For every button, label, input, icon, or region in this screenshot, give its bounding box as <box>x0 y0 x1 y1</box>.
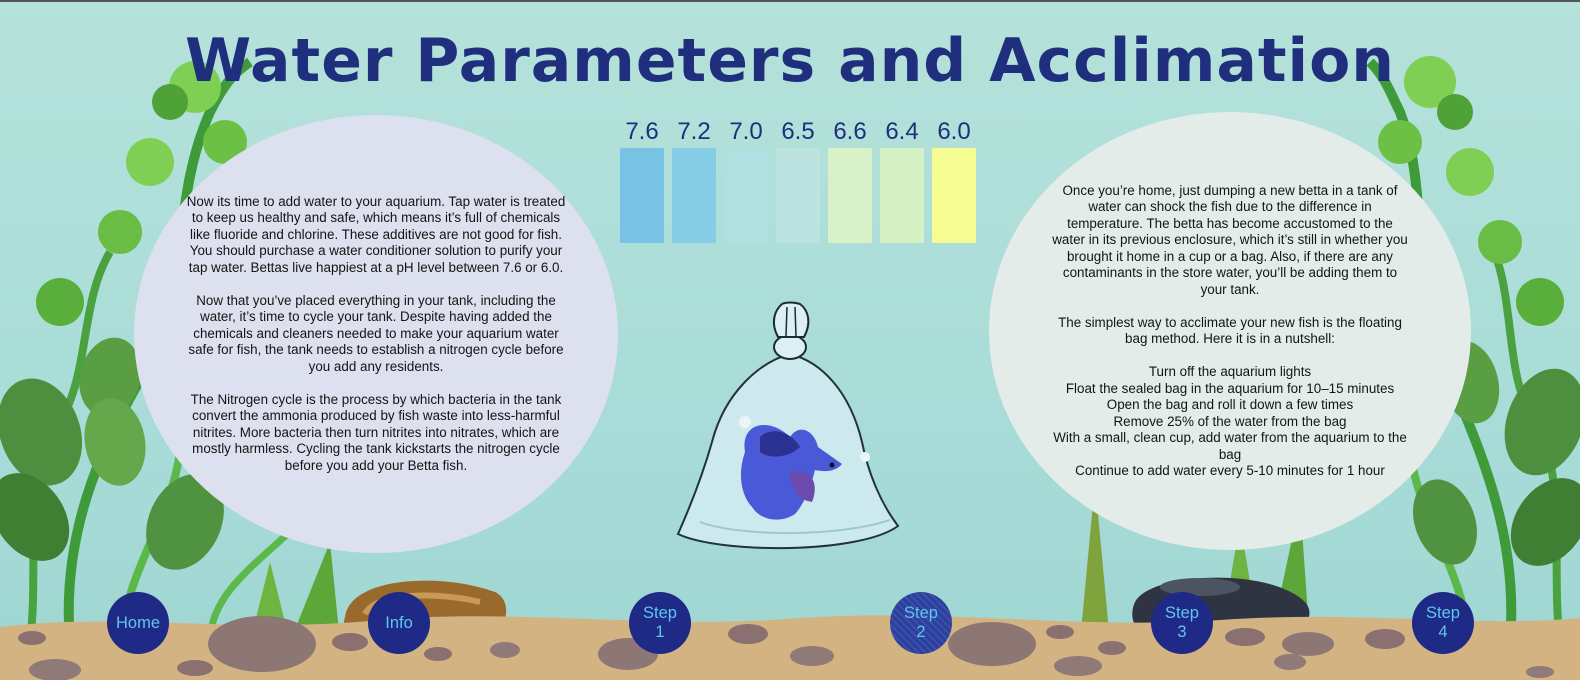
step-4-button[interactable]: Step 4 <box>1412 592 1474 654</box>
step-2-label: Step <box>904 604 938 622</box>
ph-value: 6.4 <box>885 118 919 145</box>
gravel-floor <box>0 615 1580 680</box>
ph-item: 6.4 <box>880 117 924 243</box>
page-title: Water Parameters and Acclimation <box>184 26 1396 96</box>
ph-color-swatch <box>672 148 716 243</box>
ph-item: 6.6 <box>828 117 872 243</box>
water-paragraph-1: Now its time to add water to your aquari… <box>186 193 566 275</box>
water-info-text: Now its time to add water to your aquari… <box>186 194 566 475</box>
step-2-number: 2 <box>916 623 926 641</box>
ph-color-swatch <box>828 148 872 243</box>
ph-item: 6.0 <box>932 117 976 243</box>
ph-value: 6.5 <box>781 118 815 145</box>
ph-item: 7.0 <box>724 117 768 243</box>
info-button-label: Info <box>385 613 413 632</box>
ph-item: 6.5 <box>776 117 820 243</box>
ph-value: 6.6 <box>833 118 867 145</box>
water-info-bubble: Now its time to add water to your aquari… <box>134 115 618 553</box>
acclimation-step: Open the bag and roll it down a few time… <box>1106 397 1354 412</box>
ph-value: 7.2 <box>677 118 711 145</box>
acclimation-step: Turn off the aquarium lights <box>1148 364 1312 379</box>
home-button[interactable]: Home <box>107 592 169 654</box>
step-3-number: 3 <box>1177 623 1187 641</box>
water-paragraph-2: Now that you’ve placed everything in you… <box>188 292 564 374</box>
ph-scale: 7.6 7.2 7.0 6.5 6.6 6.4 6.0 <box>620 117 982 243</box>
ph-color-swatch <box>620 148 664 243</box>
info-button[interactable]: Info <box>368 592 430 654</box>
ph-color-swatch <box>880 148 924 243</box>
acclimation-paragraph-1: Once you’re home, just dumping a new bet… <box>1052 182 1408 297</box>
acclimation-step: Float the sealed bag in the aquarium for… <box>1065 380 1395 396</box>
acclimation-step: Continue to add water every 5-10 minutes… <box>1075 463 1385 478</box>
acclimation-steps: Turn off the aquarium lights Float the s… <box>1049 364 1411 480</box>
step-3-button[interactable]: Step 3 <box>1151 592 1213 654</box>
ph-color-swatch <box>776 148 820 243</box>
ph-value: 6.0 <box>937 118 971 145</box>
ph-item: 7.2 <box>672 117 716 243</box>
ph-value: 7.0 <box>729 118 763 145</box>
step-2-button[interactable]: Step 2 <box>890 592 952 654</box>
ph-item: 7.6 <box>620 117 664 243</box>
acclimation-bubble: Once you’re home, just dumping a new bet… <box>989 112 1471 550</box>
ph-value: 7.6 <box>625 118 659 145</box>
step-4-label: Step <box>1426 604 1460 622</box>
acclimation-paragraph-2: The simplest way to acclimate your new f… <box>1058 314 1402 347</box>
acclimation-step: Remove 25% of the water from the bag <box>1113 413 1347 429</box>
step-1-label: Step <box>643 604 677 622</box>
acclimation-text: Once you’re home, just dumping a new bet… <box>1049 183 1411 480</box>
step-1-number: 1 <box>655 623 665 641</box>
step-1-button[interactable]: Step 1 <box>629 592 691 654</box>
water-paragraph-3: The Nitrogen cycle is the process by whi… <box>190 391 562 473</box>
ph-color-swatch <box>724 148 768 243</box>
home-button-label: Home <box>115 613 160 632</box>
ph-color-swatch <box>932 148 976 243</box>
step-3-label: Step <box>1165 604 1199 622</box>
acclimation-step: With a small, clean cup, add water from … <box>1053 430 1407 462</box>
step-4-number: 4 <box>1438 623 1448 641</box>
bag-with-betta-illustration <box>676 301 900 550</box>
